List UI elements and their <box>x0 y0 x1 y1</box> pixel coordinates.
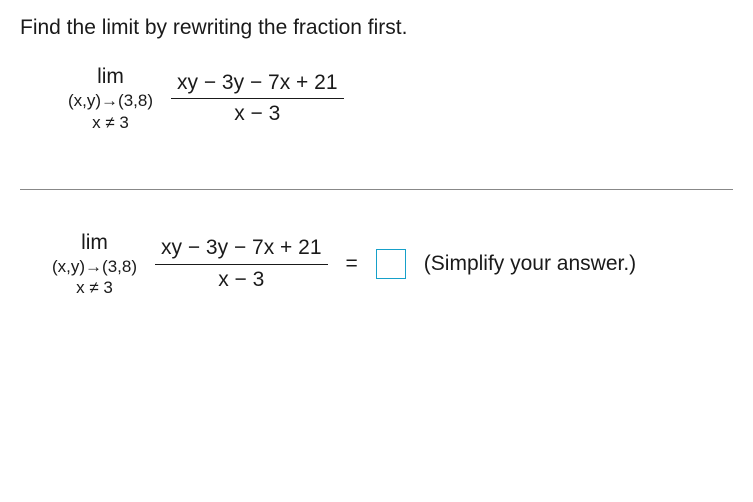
fraction-numerator: xy − 3y − 7x + 21 <box>171 70 344 99</box>
answer-expression: lim (x,y)→(3,8) x ≠ 3 xy − 3y − 7x + 21 … <box>52 230 733 299</box>
equals-sign: = <box>346 252 358 276</box>
lim-text: lim <box>97 64 124 90</box>
limit-approach-answer: (x,y)→(3,8) <box>52 256 137 277</box>
limit-expression-top: lim (x,y)→(3,8) x ≠ 3 xy − 3y − 7x + 21 … <box>68 64 733 133</box>
limit-constraint-answer: x ≠ 3 <box>76 277 113 298</box>
limit-approach: (x,y)→(3,8) <box>68 90 153 111</box>
lim-text-answer: lim <box>81 230 108 256</box>
fraction-top: xy − 3y − 7x + 21 x − 3 <box>171 70 344 128</box>
problem-prompt: Find the limit by rewriting the fraction… <box>20 16 733 40</box>
answer-input[interactable] <box>376 249 406 279</box>
fraction-answer: xy − 3y − 7x + 21 x − 3 <box>155 235 328 293</box>
fraction-denominator-answer: x − 3 <box>218 265 264 293</box>
limit-constraint: x ≠ 3 <box>92 112 129 133</box>
fraction-numerator-answer: xy − 3y − 7x + 21 <box>155 235 328 264</box>
section-divider <box>20 189 733 190</box>
limit-operator: lim (x,y)→(3,8) x ≠ 3 <box>68 64 153 133</box>
limit-operator-answer: lim (x,y)→(3,8) x ≠ 3 <box>52 230 137 299</box>
fraction-denominator: x − 3 <box>234 99 280 127</box>
hint-text: (Simplify your answer.) <box>424 252 636 276</box>
